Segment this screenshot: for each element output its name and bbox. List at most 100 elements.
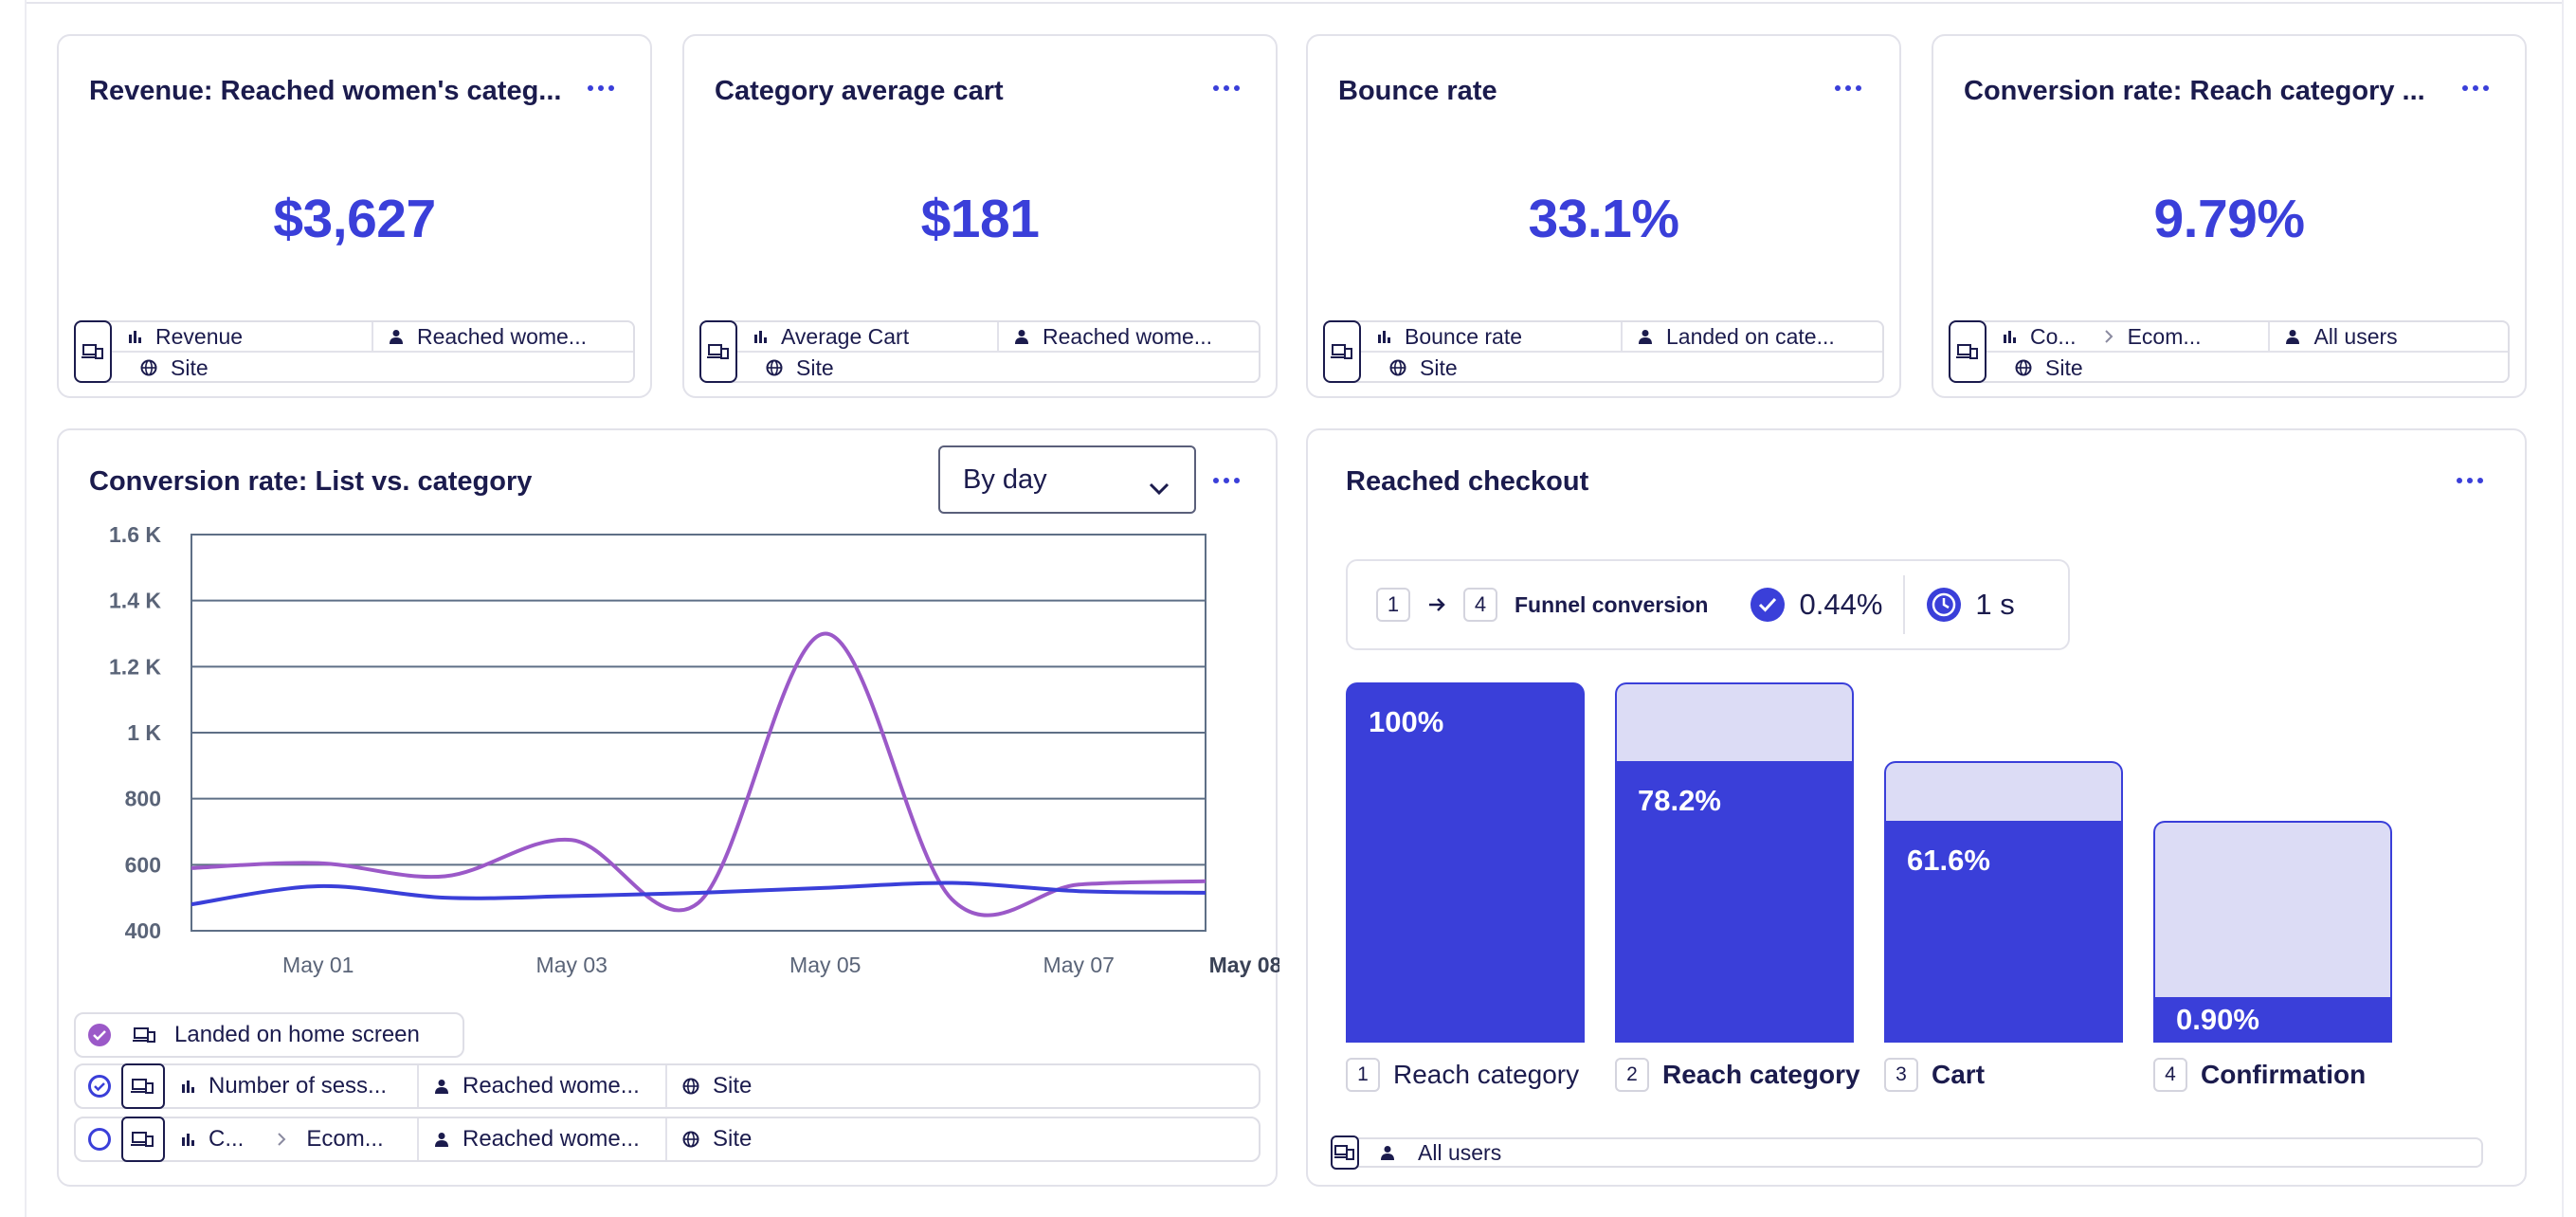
y-tick-label: 1.2 K [109,654,161,679]
kpi-value: $3,627 [273,189,436,249]
kpi-card-conversion-rate: Conversion rate: Reach category ... 9.79… [1932,34,2527,398]
funnel-bar[interactable] [1884,820,2123,1043]
kpi-value: 9.79% [2153,189,2305,249]
more-options-icon[interactable] [582,74,620,102]
globe-icon [766,359,783,376]
globe-icon [1389,359,1406,376]
x-tick-label: May 05 [789,953,861,977]
funnel-conversion-label: Funnel conversion [1515,591,1709,617]
step-number: 1 [1346,1058,1380,1092]
more-options-icon[interactable] [1829,74,1867,102]
more-options-icon[interactable] [1207,466,1245,495]
scope-label: Site [2045,354,2083,380]
funnel-bar[interactable] [2153,997,2392,1043]
funnel-time-value: 1 s [1975,588,2015,621]
more-options-icon[interactable] [2451,466,2489,495]
card-title: Category average cart [715,76,1004,106]
y-tick-label: 800 [125,787,161,811]
funnel-bar[interactable] [1346,682,1585,1043]
plot-frame [190,534,1206,932]
series-row-conversion[interactable]: C... Ecom... Reached wome... Site [74,1117,1261,1162]
series-line-2 [191,881,1206,907]
card-title: Conversion rate: Reach category ... [1964,76,2425,106]
scope-chip: Site [665,1065,1259,1107]
chevron-right-icon [276,1132,287,1147]
step-label: Cart [1932,1060,1986,1089]
metric-chip: Average Cart [737,322,997,351]
chevron-down-icon [1149,472,1170,503]
funnel-conversion-value: 0.44% [1799,588,1883,621]
check-circle-icon [1750,587,1786,623]
funnel-bar[interactable] [1615,760,1854,1043]
radio-checked-icon[interactable] [87,1074,112,1099]
funnel-segment[interactable]: All users [1331,1135,2483,1170]
user-icon [1014,329,1029,344]
segment-summary[interactable]: Revenue Reached wome... Site [74,320,635,383]
arrow-right-icon [1427,597,1446,612]
clock-icon [1926,587,1962,623]
line-chart-card: Conversion rate: List vs. category By da… [57,428,1279,1187]
metric-chip: Co... Ecom... [1986,322,2268,351]
funnel-card: Reached checkout 1 4 Funnel conversion 0… [1306,428,2527,1187]
segment-chip: Landed on cate... [1621,322,1882,351]
funnel-step-caption: 3 Cart [1884,1058,1985,1092]
radio-unchecked-icon[interactable] [87,1127,112,1152]
globe-icon [682,1078,699,1095]
funnel-step-caption: 1 Reach category [1346,1058,1579,1092]
segment-summary[interactable]: Bounce rate Landed on cate... Site [1323,320,1884,383]
card-title: Conversion rate: List vs. category [89,466,533,497]
funnel-bar-label: 78.2% [1638,783,1721,817]
step-from: 1 [1376,588,1410,622]
x-tick-label: May 01 [282,953,354,977]
scope-label: Site [171,354,209,380]
bar-chart-icon [2002,329,2017,344]
step-label: Reach category [1393,1060,1580,1089]
check-circle-icon [87,1023,112,1047]
step-number: 3 [1884,1058,1918,1092]
scope-label: Site [1420,354,1458,380]
granularity-dropdown[interactable]: By day [938,445,1196,514]
y-tick-label: 1 K [127,720,161,745]
globe-icon [140,359,157,376]
metric-chip: Bounce rate [1361,322,1621,351]
device-icon [121,1063,165,1109]
x-tick-label: May 08 [1209,953,1279,977]
y-tick-label: 1.4 K [109,589,161,613]
kpi-card-average-cart: Category average cart $181 Average Cart … [682,34,1278,398]
user-icon [1380,1145,1395,1160]
legend-home-screen[interactable]: Landed on home screen [74,1012,464,1058]
user-icon [434,1132,449,1147]
y-tick-label: 600 [125,852,161,877]
card-title: Bounce rate [1338,76,1497,106]
more-options-icon[interactable] [2457,74,2494,102]
user-icon [389,329,404,344]
y-tick-label: 400 [125,918,161,943]
step-label: Reach category [1662,1060,1860,1089]
x-tick-label: May 03 [536,953,608,977]
bar-chart-icon [180,1079,195,1094]
step-to: 4 [1463,588,1497,622]
segment-summary[interactable]: Co... Ecom... All users Site [1949,320,2510,383]
device-icon [121,1117,165,1162]
chevron-right-icon [2103,329,2114,344]
segment-chip: Reached wome... [417,1118,665,1160]
device-icon [1323,320,1361,383]
series-row-sessions[interactable]: Number of sess... Reached wome... Site [74,1063,1261,1109]
bar-chart-icon [753,329,768,344]
metric-chip: C... Ecom... [165,1118,417,1160]
segment-summary[interactable]: Average Cart Reached wome... Site [699,320,1261,383]
device-icon [1331,1135,1359,1170]
globe-icon [682,1131,699,1148]
bar-chart-icon [1376,329,1391,344]
globe-icon [2015,359,2032,376]
funnel-step-caption: 4 Confirmation [2153,1058,2366,1092]
funnel-conversion-summary: 1 4 Funnel conversion 0.44% 1 s [1346,559,2070,650]
scope-chip: Site [665,1118,1259,1160]
scope-label: Site [796,354,834,380]
metric-chip: Revenue [112,322,372,351]
segment-chip: All users [2268,322,2508,351]
device-icon [74,320,112,383]
funnel-bar-label: 0.90% [2176,1003,2259,1036]
more-options-icon[interactable] [1207,74,1245,102]
device-icon [133,1026,157,1044]
